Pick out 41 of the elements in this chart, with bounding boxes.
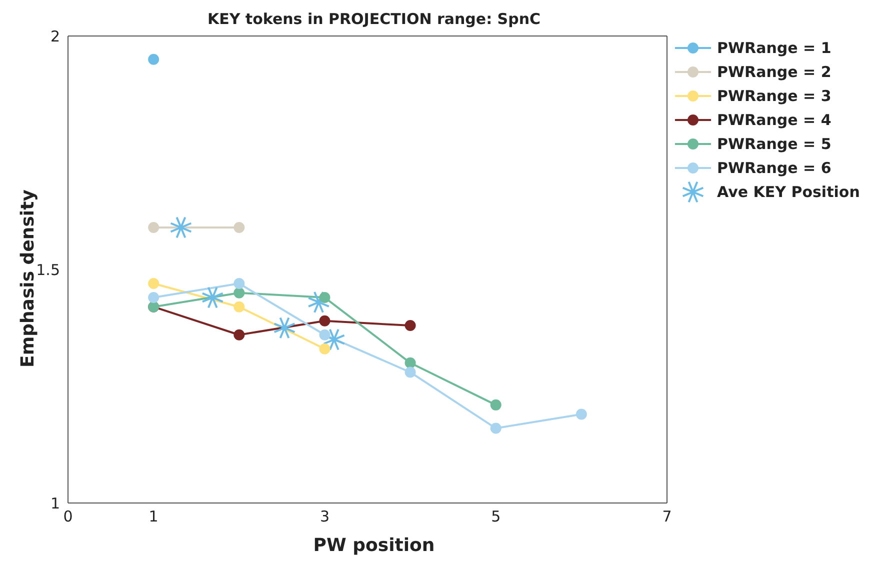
point <box>490 399 502 410</box>
point <box>490 422 502 434</box>
point <box>234 278 245 290</box>
point <box>234 287 245 298</box>
y-tick-label: 1 <box>50 494 60 512</box>
point <box>148 278 160 290</box>
point <box>170 216 192 239</box>
point <box>234 329 245 340</box>
x-tick-label: 5 <box>491 508 501 526</box>
legend-label: PWRange = 4 <box>717 111 832 129</box>
legend-label: PWRange = 3 <box>717 87 832 105</box>
point <box>404 320 416 332</box>
y-tick-label: 2 <box>50 27 60 46</box>
point <box>148 54 160 65</box>
legend-label: PWRange = 6 <box>717 159 832 177</box>
point <box>201 286 224 309</box>
x-tick-label: 0 <box>63 508 73 526</box>
point <box>148 222 160 233</box>
x-tick-label: 7 <box>662 508 672 526</box>
chart-title: KEY tokens in PROJECTION range: SpnC <box>206 10 542 28</box>
x-tick-label: 3 <box>320 508 330 526</box>
point <box>308 291 330 314</box>
point <box>404 366 416 378</box>
point <box>148 292 160 304</box>
point <box>319 315 330 326</box>
point <box>319 292 330 304</box>
point <box>319 329 330 340</box>
point <box>404 357 416 368</box>
y-axis-title: Emphasis density <box>18 188 38 370</box>
legend-label: PWRange = 5 <box>717 135 832 153</box>
point <box>234 222 245 233</box>
y-tick-label: 1.5 <box>36 260 60 279</box>
legend-label: PWRange = 1 <box>717 39 832 57</box>
point <box>319 343 330 354</box>
x-axis-title: PW position <box>312 535 436 556</box>
legend-label: PWRange = 2 <box>717 63 832 81</box>
legend-label: Ave KEY Position <box>717 183 860 201</box>
point <box>576 408 587 420</box>
x-tick-label: 1 <box>148 508 158 526</box>
point <box>234 301 245 312</box>
point <box>273 316 296 340</box>
